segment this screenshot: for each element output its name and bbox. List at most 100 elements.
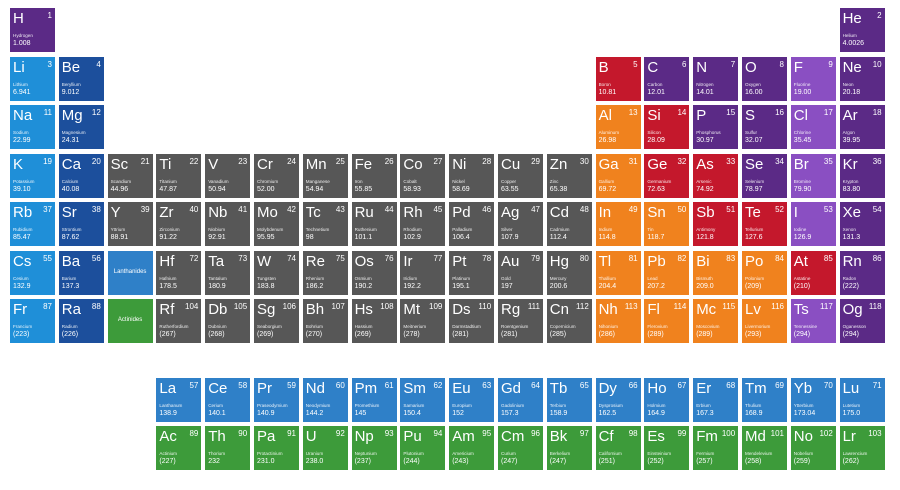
atomic-mass: 121.8 [696, 234, 714, 241]
atomic-number: 30 [579, 156, 589, 166]
element-cell: Pm 61 Promethium 145 [351, 378, 397, 422]
atomic-number: 8 [779, 59, 784, 69]
element-name: Promethium [354, 403, 380, 408]
element-name: Lanthanum [159, 403, 183, 408]
atomic-number: 89 [189, 428, 199, 438]
atomic-number: 20 [91, 156, 101, 166]
atomic-number: 106 [282, 302, 296, 311]
atomic-number: 113 [624, 302, 638, 311]
element-name: Magnesium [61, 130, 86, 135]
element-symbol: Cf [598, 427, 614, 445]
atomic-number: 59 [287, 381, 296, 390]
atomic-mass: 138.9 [159, 410, 177, 417]
element-cell: Re 75 Rhenium 186.2 [302, 250, 348, 295]
element-name: Zirconium [159, 227, 180, 232]
element-name: Nickel [452, 178, 465, 184]
atomic-number: 101 [770, 428, 784, 438]
element-name: Cobalt [403, 178, 417, 184]
element-cell: Hs 108 Hassium (269) [351, 299, 397, 343]
element-name: Silver [501, 227, 513, 232]
element-cell: Mg 12 Magnesium 24.31 [58, 105, 104, 149]
atomic-mass: 150.4 [403, 410, 421, 417]
atomic-mass: 9.012 [61, 88, 80, 96]
element-name: Americium [452, 450, 474, 456]
atomic-mass: 173.04 [793, 410, 816, 417]
atomic-mass: 65.38 [549, 185, 568, 193]
element-name: Berkelium [549, 450, 571, 456]
element-symbol: Cl [793, 107, 808, 124]
element-symbol: Sc [110, 155, 129, 173]
atomic-mass: (267) [159, 331, 176, 338]
element-cell: C 6 Carbon 12.01 [644, 56, 690, 101]
element-symbol: Ge [647, 155, 668, 173]
placeholder-label: Lanthanides [113, 268, 147, 275]
element-cell: Lr 103 Lawrencium (262) [839, 425, 885, 470]
element-symbol: Og [842, 301, 863, 318]
element-name: Boron [598, 81, 611, 87]
atomic-mass: (281) [501, 331, 518, 338]
atomic-mass: 6.941 [13, 88, 31, 96]
atomic-number: 75 [335, 253, 345, 263]
element-name: Cesium [13, 275, 29, 281]
atomic-mass: (289) [696, 331, 713, 338]
element-name: Technetium [305, 227, 330, 232]
element-name: Copernicium [549, 324, 576, 329]
atomic-mass: 16.00 [745, 88, 763, 96]
atomic-number: 21 [140, 156, 150, 166]
element-name: Erbium [696, 403, 711, 408]
atomic-mass: 112.4 [549, 234, 567, 241]
element-symbol: Yb [793, 380, 813, 397]
atomic-mass: 126.9 [793, 234, 812, 241]
atomic-mass: (251) [598, 457, 615, 465]
element-cell: Np 93 Neptunium (237) [351, 425, 397, 470]
element-cell: Ir 77 Iridium 192.2 [400, 250, 446, 295]
element-cell: Dy 66 Dysprosium 162.5 [595, 378, 641, 422]
element-name: Krypton [842, 178, 859, 184]
element-cell: He 2 Helium 4.0026 [839, 8, 885, 52]
atomic-mass: 204.4 [598, 282, 617, 290]
atomic-mass: 192.2 [403, 282, 421, 290]
atomic-number: 96 [531, 428, 540, 438]
element-cell: Ga 31 Gallium 69.72 [595, 153, 641, 198]
element-cell: Cl 17 Chlorine 35.45 [790, 105, 836, 149]
element-name: Neptunium [354, 450, 377, 456]
atomic-mass: 40.08 [61, 185, 80, 193]
atomic-number: 12 [91, 108, 101, 117]
atomic-number: 40 [189, 205, 199, 214]
element-cell: Db 105 Dubnium (268) [205, 299, 251, 343]
element-cell: Bi 83 Bismuth 209.0 [693, 250, 739, 295]
atomic-mass: (293) [745, 331, 762, 338]
element-name: Antimony [696, 227, 716, 232]
atomic-mass: (247) [549, 457, 567, 465]
element-symbol: Eu [452, 380, 471, 397]
element-symbol: Ca [61, 155, 81, 173]
element-symbol: Mt [403, 301, 421, 318]
atomic-mass: 162.5 [598, 410, 617, 417]
element-cell: Tm 69 Thulium 168.9 [742, 378, 787, 422]
element-name: Praseodymium [257, 403, 288, 408]
element-name: Manganese [305, 178, 330, 184]
element-name: Germanium [647, 178, 672, 184]
atomic-number: 50 [677, 205, 687, 214]
element-symbol: Am [452, 427, 475, 445]
element-name: Bromine [793, 178, 811, 184]
element-cell: Nd 60 Neodymium 144.2 [302, 378, 348, 422]
element-name: Mercury [549, 275, 567, 281]
element-symbol: Bi [696, 252, 710, 270]
element-symbol: Se [745, 155, 764, 173]
element-name: Dubnium [208, 324, 227, 329]
element-name: Hassium [354, 324, 373, 329]
atomic-number: 46 [482, 205, 492, 214]
element-symbol: Au [501, 252, 520, 270]
element-name: Silicon [647, 130, 661, 135]
element-symbol: Ra [61, 301, 81, 318]
atomic-mass: 132.9 [13, 282, 31, 290]
element-cell: Cm 96 Curium (247) [498, 425, 543, 470]
element-name: Curium [501, 450, 516, 456]
element-cell: Ac 89 Actinium (227) [156, 425, 202, 470]
element-symbol: U [305, 427, 317, 445]
element-cell: Ra 88 Radium (226) [58, 299, 104, 343]
atomic-number: 48 [579, 205, 589, 214]
atomic-mass: 101.1 [354, 234, 373, 241]
element-cell: Tl 81 Thallium 204.4 [595, 250, 641, 295]
